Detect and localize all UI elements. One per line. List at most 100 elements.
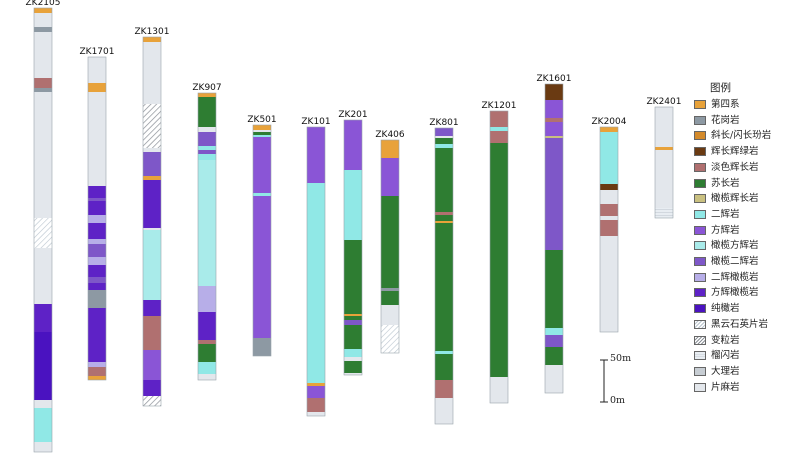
- layer-quaternary: [143, 37, 161, 42]
- layer-websterite: [344, 349, 362, 357]
- legend-item-quaternary: 第四系: [692, 98, 797, 112]
- borehole-outline: [380, 139, 400, 354]
- legend-swatch: [694, 319, 706, 329]
- layer-websterite: [198, 362, 216, 374]
- borehole-zk501: ZK501: [247, 115, 277, 357]
- layer-troctolite: [344, 270, 362, 290]
- layer-ol-websterite: [88, 244, 106, 257]
- layer-gneiss: [34, 13, 52, 27]
- layer-leuco-gabbro: [600, 204, 618, 216]
- layer-leuco-gabbro: [307, 398, 325, 412]
- layer-ol-websterite: [198, 132, 216, 146]
- borehole-label: ZK801: [429, 118, 458, 128]
- layer-granulite: [143, 104, 161, 148]
- borehole-label: ZK2004: [592, 117, 627, 127]
- borehole-label: ZK101: [301, 117, 330, 127]
- layer-gneiss: [344, 357, 362, 361]
- layer-harzburgite: [198, 312, 216, 340]
- legend-label: 大理岩: [711, 365, 740, 377]
- layer-gneiss: [34, 400, 52, 408]
- borehole-zk1601: ZK1601: [537, 74, 572, 394]
- layer-gneiss: [435, 136, 453, 138]
- scale-bottom-label: 0m: [610, 395, 626, 406]
- borehole-outline: [489, 110, 509, 404]
- borehole-label: ZK1301: [135, 27, 170, 37]
- layer-gneiss: [34, 442, 52, 452]
- layer-quaternary: [344, 314, 362, 316]
- legend-item-websterite: 二辉岩: [692, 208, 797, 222]
- legend-swatch: [694, 178, 706, 188]
- legend-swatch: [694, 335, 706, 345]
- layer-gabbro-diabase: [600, 184, 618, 190]
- layer-harzburgite: [88, 201, 106, 215]
- legend-item-two-px-peridotite: 二辉橄榄岩: [692, 271, 797, 285]
- layer-amphibolite: [655, 208, 673, 218]
- legend-label: 橄榄方辉岩: [711, 240, 759, 252]
- layer-gneiss: [435, 398, 453, 424]
- borehole-label: ZK907: [192, 83, 221, 93]
- legend-swatch: [694, 225, 706, 235]
- layer-gabbro-diabase: [545, 84, 563, 100]
- borehole-outline: [142, 36, 162, 407]
- layer-pyroxenite: [545, 100, 563, 118]
- layer-ol-orthopyroxenite: [143, 258, 161, 300]
- layer-ol-websterite: [545, 138, 563, 250]
- layer-leuco-gabbro: [600, 220, 618, 236]
- layer-harzburgite: [88, 283, 106, 290]
- borehole-outline: [544, 83, 564, 394]
- layer-granite: [34, 27, 52, 32]
- borehole-zk2401: ZK2401: [647, 97, 682, 219]
- legend-item-ol-orthopyroxenite: 橄榄方辉岩: [692, 239, 797, 253]
- borehole-zk1201: ZK1201: [482, 101, 517, 404]
- legend-swatch: [694, 272, 706, 282]
- layer-pyroxenite: [253, 137, 271, 193]
- layer-pyroxenite: [143, 350, 161, 380]
- layer-gneiss: [34, 92, 52, 218]
- layer-granite: [381, 288, 399, 291]
- layer-ol-websterite: [143, 152, 161, 176]
- layer-harzburgite: [34, 304, 52, 332]
- layer-two-px-peridotite: [88, 257, 106, 265]
- scale-top-label: 50m: [610, 353, 632, 364]
- layer-troctolite: [344, 294, 362, 314]
- layer-harzburgite: [88, 265, 106, 277]
- legend-label: 变粒岩: [711, 334, 740, 346]
- layer-gneiss: [143, 228, 161, 230]
- layer-quaternary: [198, 93, 216, 97]
- layer-leuco-gabbro: [435, 212, 453, 215]
- legend-label: 榴闪岩: [711, 350, 740, 362]
- layer-leuco-gabbro: [490, 111, 508, 127]
- layer-ol-websterite: [545, 335, 563, 347]
- borehole-label: ZK1201: [482, 101, 517, 111]
- borehole-outline: [306, 126, 326, 417]
- layer-gneiss: [490, 377, 508, 403]
- legend-label: 淡色辉长岩: [711, 161, 759, 173]
- legend-swatch: [694, 241, 706, 251]
- borehole-columns: ZK2105 ZK1701 ZK1301 ZK907 ZK501 ZK101 ZK201 ZK…: [26, 0, 682, 453]
- legend-swatch: [694, 162, 706, 172]
- borehole-label: ZK2401: [647, 97, 682, 107]
- layer-websterite: [253, 135, 271, 137]
- layer-gneiss: [307, 412, 325, 416]
- layer-pyroxenite: [545, 122, 563, 136]
- borehole-label: ZK1701: [80, 47, 115, 57]
- legend-item-pyroxenite: 方辉岩: [692, 224, 797, 238]
- borehole-outline: [252, 124, 272, 357]
- layer-websterite: [490, 127, 508, 131]
- layer-websterite: [307, 183, 325, 383]
- layer-harzburgite: [88, 186, 106, 198]
- layer-troctolite: [381, 196, 399, 288]
- layer-gneiss: [600, 190, 618, 204]
- borehole-label: ZK1601: [537, 74, 572, 84]
- layer-two-px-peridotite: [88, 215, 106, 223]
- layer-gneiss: [143, 42, 161, 90]
- legend-item-plagio-porphyry: 斜长/闪长玢岩: [692, 129, 797, 143]
- legend-item-leuco-gabbro: 淡色辉长岩: [692, 161, 797, 175]
- legend-item-granulite: 变粒岩: [692, 334, 797, 348]
- legend-swatch: [694, 100, 706, 109]
- legend-label: 辉长辉绿岩: [711, 146, 759, 158]
- layer-granulite: [143, 396, 161, 406]
- legend-title: 图例: [710, 82, 731, 94]
- borehole-outline: [197, 92, 217, 381]
